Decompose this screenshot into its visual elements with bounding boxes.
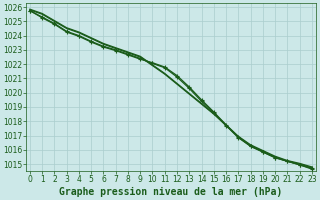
X-axis label: Graphe pression niveau de la mer (hPa): Graphe pression niveau de la mer (hPa) [59,187,283,197]
